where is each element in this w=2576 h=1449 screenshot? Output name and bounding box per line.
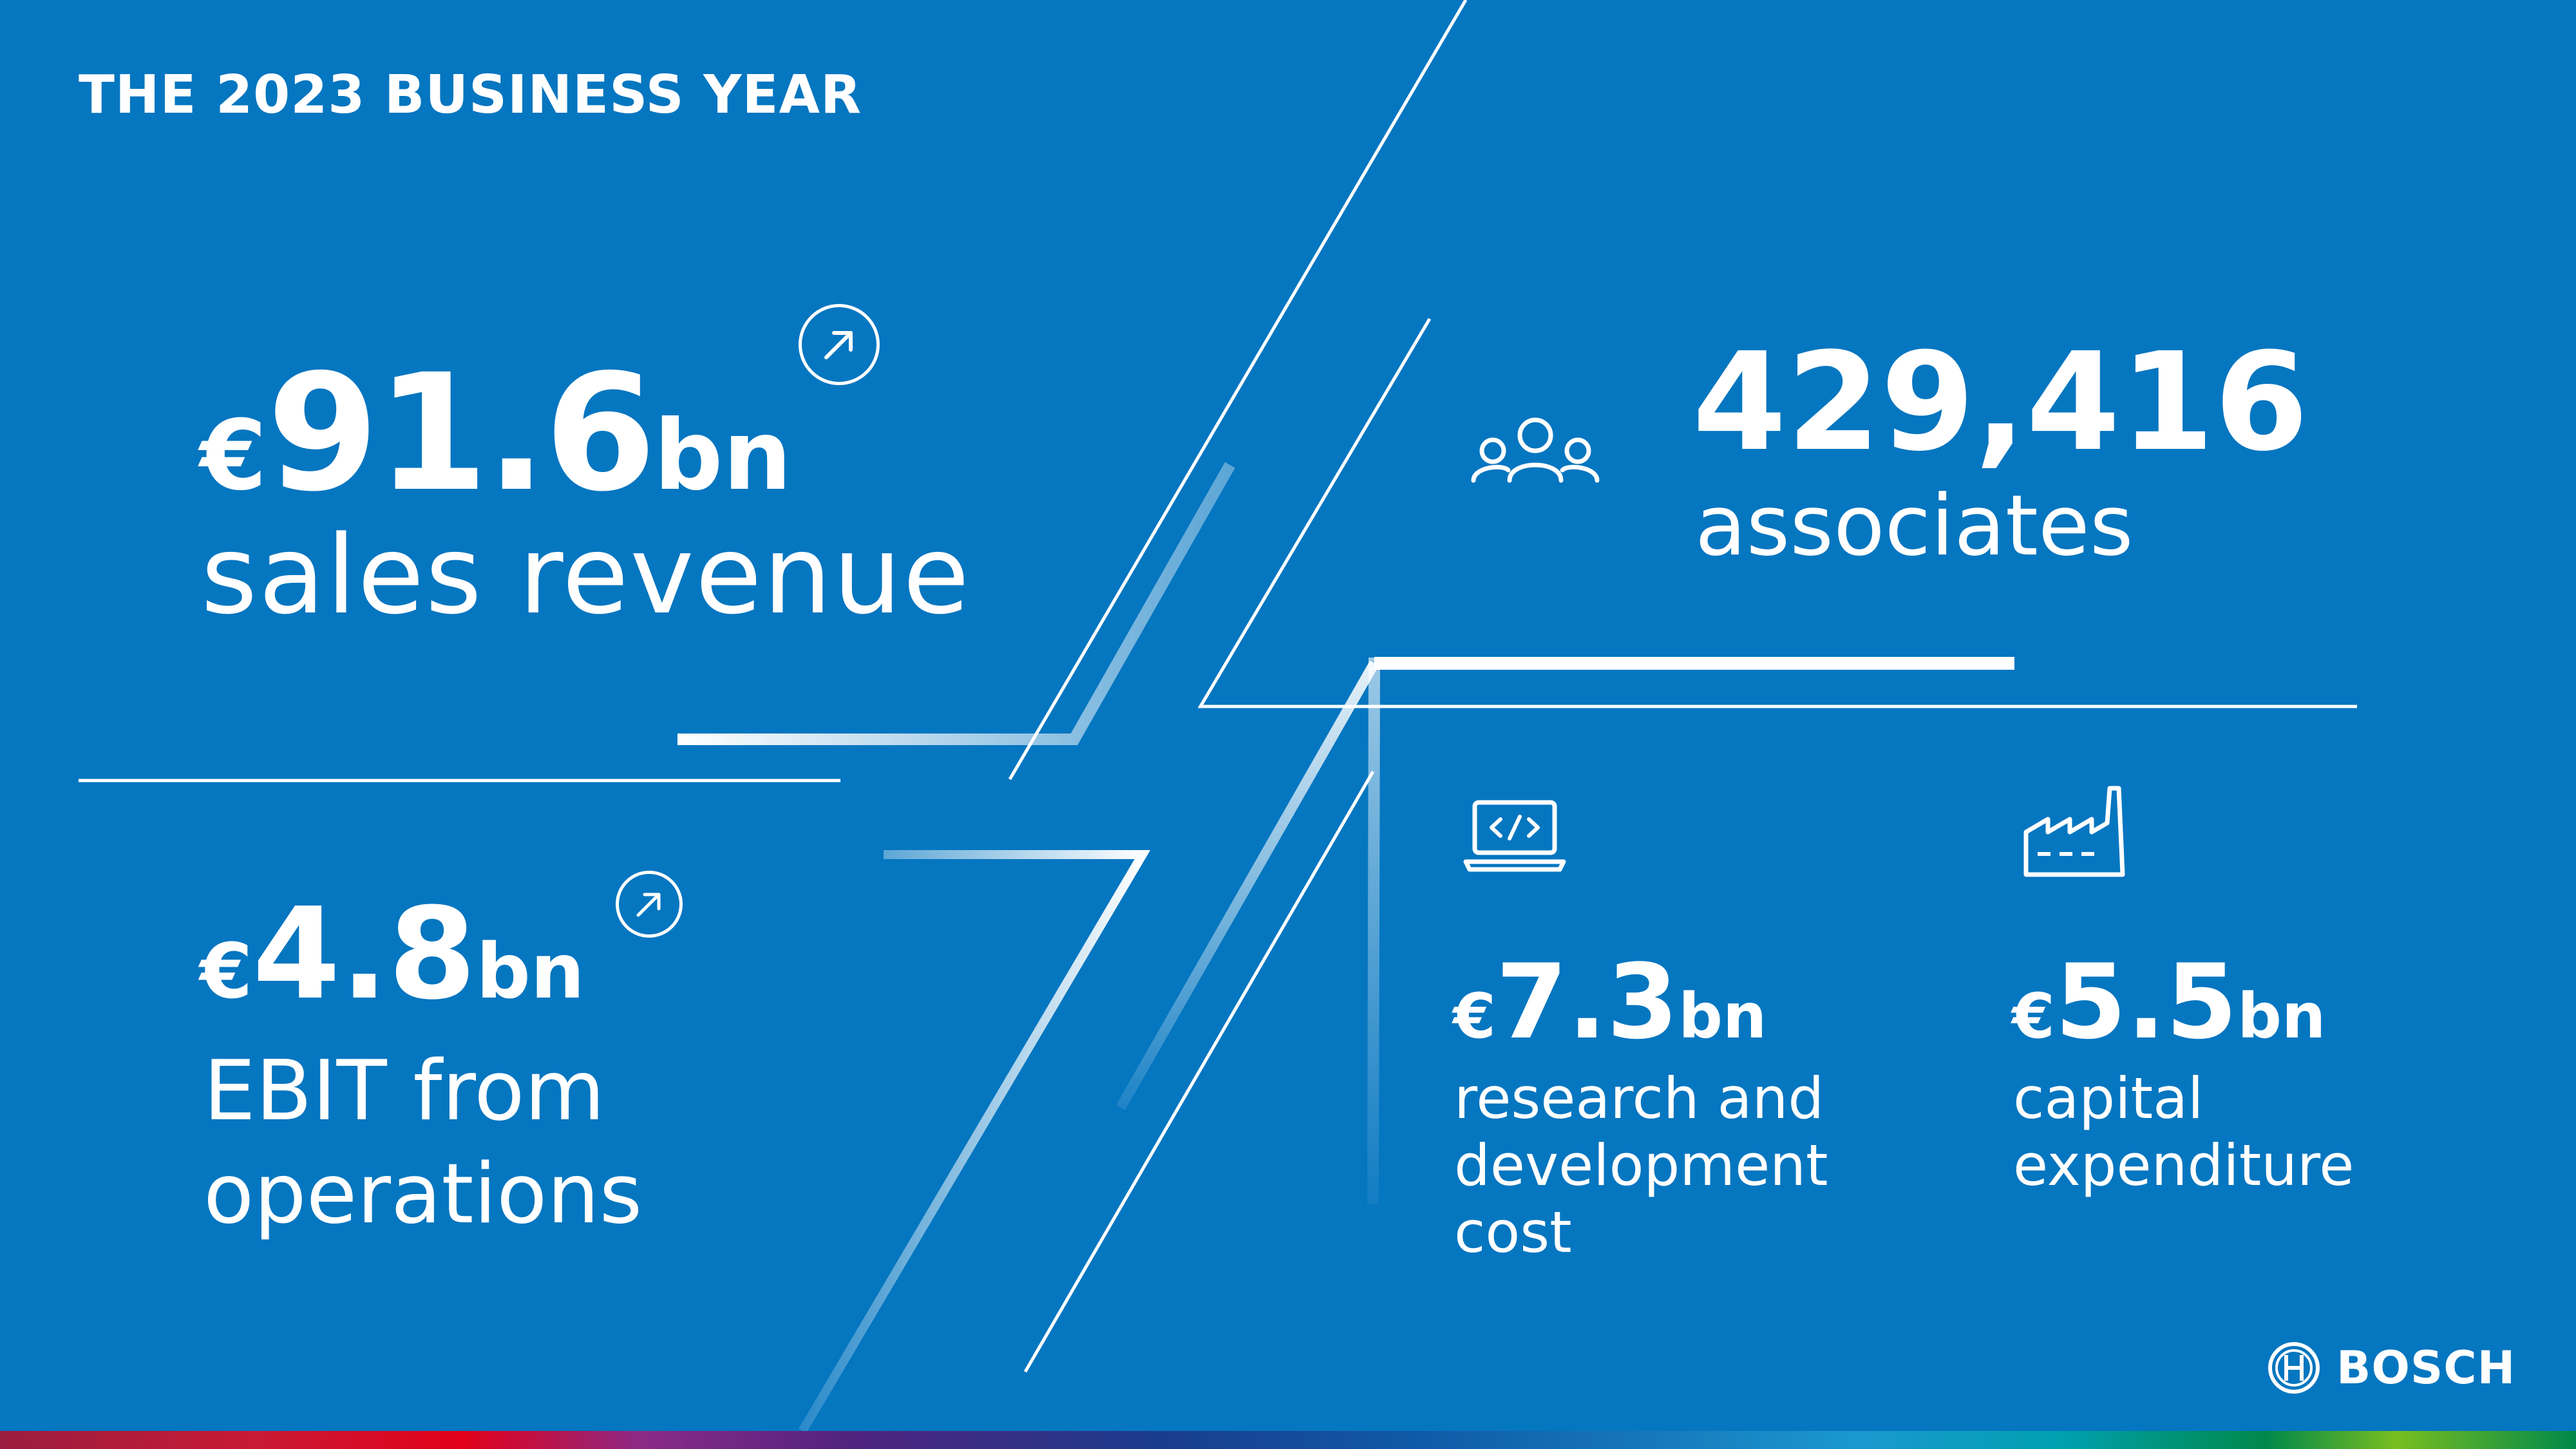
currency-symbol: € xyxy=(2012,980,2055,1052)
brand-name: BOSCH xyxy=(2336,1341,2516,1394)
sales-unit: bn xyxy=(654,400,792,512)
page-title: THE 2023 BUSINESS YEAR xyxy=(79,64,862,126)
arrow-up-right-icon xyxy=(616,871,683,938)
ebit-number: 4.8 xyxy=(252,881,477,1028)
sales-label: sales revenue xyxy=(201,512,971,638)
people-icon xyxy=(1471,417,1600,483)
associates-label: associates xyxy=(1695,477,2134,574)
ebit-unit: bn xyxy=(476,927,585,1016)
currency-symbol: € xyxy=(200,927,253,1016)
capex-number: 5.5 xyxy=(2054,942,2238,1062)
currency-symbol: € xyxy=(1453,980,1496,1052)
bosch-armature-logo-icon xyxy=(2268,1342,2320,1394)
currency-symbol: € xyxy=(200,400,267,512)
ebit-label-line1: EBIT from xyxy=(204,1043,605,1139)
ebit-value: €4.8bn xyxy=(200,891,585,1018)
laptop-code-icon xyxy=(1463,800,1566,872)
rd-label-line3: cost xyxy=(1454,1199,1572,1265)
factory-icon xyxy=(2023,786,2125,877)
sales-number: 91.6 xyxy=(267,339,656,527)
bosch-logo: BOSCH xyxy=(2267,1341,2515,1395)
capex-label-line1: capital xyxy=(2013,1065,2204,1132)
color-stripe xyxy=(0,1431,2576,1449)
associates-value: 429,416 xyxy=(1692,323,2309,481)
rd-number: 7.3 xyxy=(1495,942,1679,1062)
rd-label-line1: research and xyxy=(1454,1065,1824,1132)
rd-value: €7.3bn xyxy=(1453,951,1766,1054)
capex-value: €5.5bn xyxy=(2012,951,2325,1054)
rd-unit: bn xyxy=(1678,980,1767,1052)
ebit-label-line2: operations xyxy=(204,1146,643,1242)
capex-label-line2: expenditure xyxy=(2013,1132,2354,1198)
rd-label-line2: development xyxy=(1454,1132,1828,1198)
sales-revenue-value: €91.6bn xyxy=(200,353,791,514)
arrow-up-right-icon xyxy=(799,304,880,385)
capex-unit: bn xyxy=(2237,980,2326,1052)
